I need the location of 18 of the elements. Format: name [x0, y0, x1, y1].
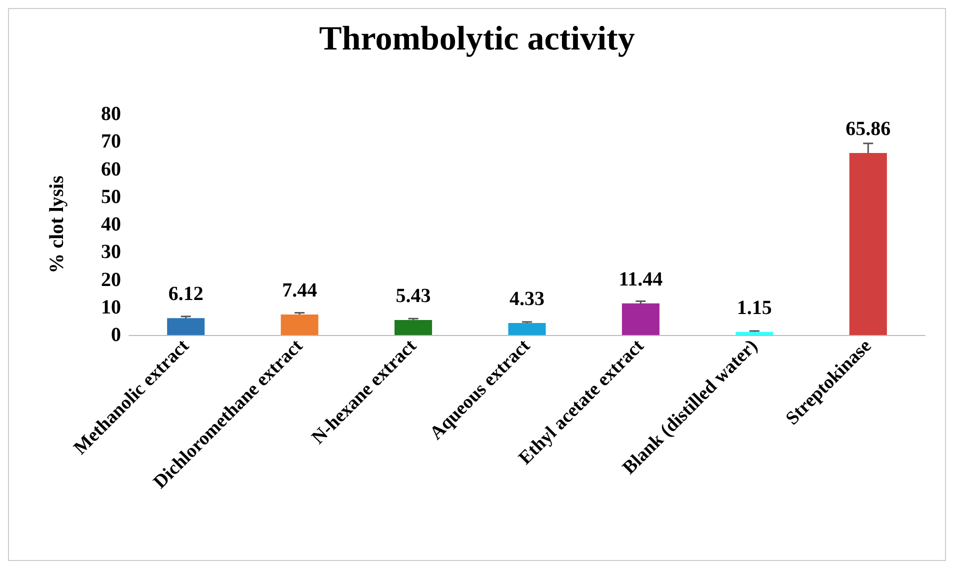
data-label: 65.86 [846, 118, 891, 140]
data-label: 5.43 [396, 285, 431, 307]
y-tick-label: 60 [101, 158, 121, 180]
y-tick-label: 70 [101, 130, 121, 153]
y-axis-title: % clot lysis [46, 175, 68, 274]
data-label: 6.12 [168, 283, 204, 306]
y-tick-label: 50 [101, 186, 121, 208]
y-tick-label: 40 [101, 214, 121, 236]
chart-title: Thrombolytic activity [319, 20, 635, 58]
y-tick-label: 10 [101, 296, 121, 318]
y-tick-label: 20 [101, 268, 121, 291]
data-label: 4.33 [510, 288, 544, 310]
y-tick-label: 30 [101, 241, 121, 264]
y-tick-label: 0 [111, 324, 121, 346]
data-label: 11.44 [618, 268, 663, 290]
data-label: 7.44 [282, 279, 318, 302]
y-tick-label: 80 [101, 103, 121, 125]
data-label: 1.15 [736, 296, 772, 319]
